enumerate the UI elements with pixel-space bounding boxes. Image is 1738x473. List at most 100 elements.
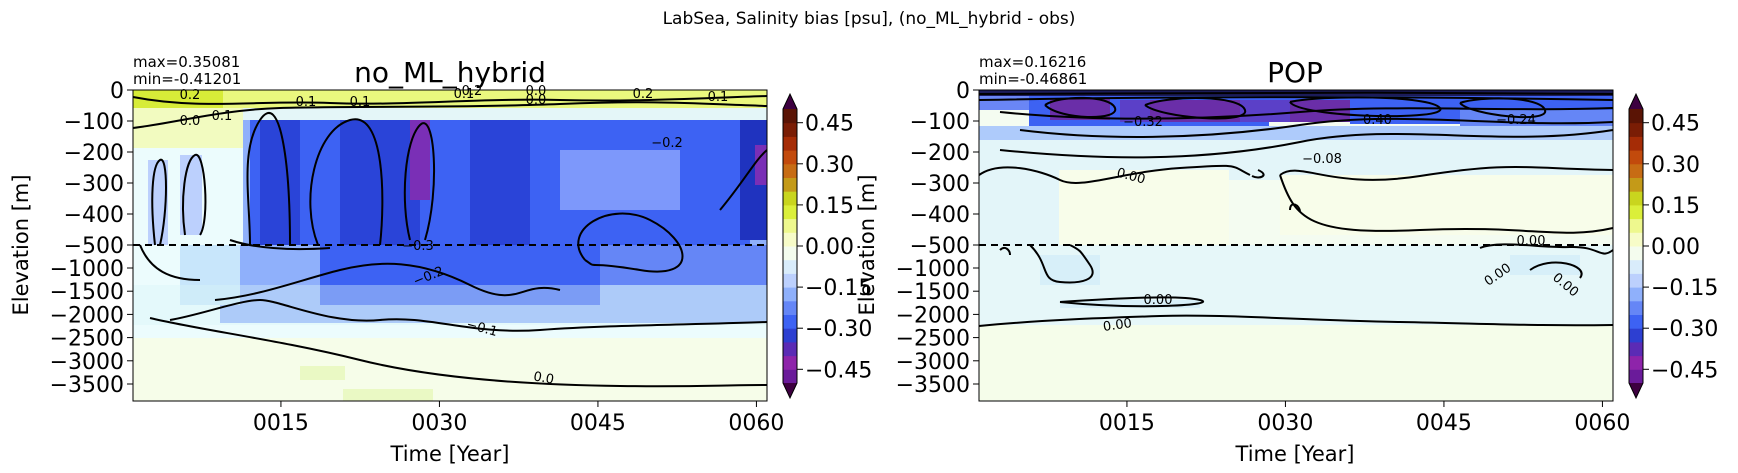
colorbar-tick-label: 0.00 xyxy=(805,235,854,260)
x-tick-label: 0015 xyxy=(1099,411,1155,436)
contour-label: −0.3 xyxy=(402,239,434,254)
contour-label: 0.0 xyxy=(532,369,555,387)
colorbar-segment xyxy=(783,259,797,274)
colorbar-segment xyxy=(783,218,797,233)
colorbar-segment xyxy=(1629,204,1643,220)
contour-label: 0.00 xyxy=(1115,166,1147,188)
contour-label: 0.1 xyxy=(708,90,729,105)
colorbar-segment xyxy=(783,163,797,178)
colorbar-segment xyxy=(783,341,797,357)
y-tick-label: −500 xyxy=(910,234,970,259)
colorbar-tick-label: 0.30 xyxy=(805,153,854,178)
x-tick-label: 0060 xyxy=(1574,411,1630,436)
contour-label: −0.08 xyxy=(1302,152,1342,167)
contour-label: 0.0 xyxy=(526,93,547,108)
colorbar-segment xyxy=(1629,177,1643,192)
x-tick-label: 0030 xyxy=(1257,411,1313,436)
contour-label: 0.1 xyxy=(296,95,317,110)
colorbar-tick-label: −0.45 xyxy=(1651,358,1718,383)
colorbar-segment xyxy=(783,122,797,137)
colorbar-segment xyxy=(1629,369,1643,384)
x-tick-label: 0045 xyxy=(570,411,626,436)
contour-label: 0.0 xyxy=(526,84,547,99)
contour-label: 0.0 xyxy=(180,114,201,129)
y-tick-label: −2500 xyxy=(50,327,124,352)
contour-label: 0.1 xyxy=(212,109,233,124)
contour-label: 0.2 xyxy=(462,84,483,99)
y-tick-label: 0 xyxy=(956,79,970,104)
contour-label: 0.00 xyxy=(1517,234,1546,249)
x-tick-label: 0015 xyxy=(253,411,309,436)
panel-title: no_ML_hybrid xyxy=(354,56,546,89)
colorbar-segment xyxy=(1629,246,1643,261)
colorbar-segment xyxy=(1629,232,1643,247)
y-tick-label: −2000 xyxy=(896,303,970,328)
y-tick-label: −3000 xyxy=(896,350,970,375)
colorbar-segment xyxy=(1629,273,1643,288)
x-tick-label: 0060 xyxy=(728,411,784,436)
y-tick-label: −100 xyxy=(64,110,124,135)
contour-label: −0.40 xyxy=(1352,113,1392,128)
y-tick-label: −1000 xyxy=(896,257,970,282)
panel-pop: max=0.16216 min=-0.46861 POP xyxy=(855,53,1644,466)
colorbar-tick-label: 0.15 xyxy=(805,194,854,219)
y-tick-label: 0 xyxy=(110,79,124,104)
colorbar-segment xyxy=(783,355,797,370)
contour-label: 0.1 xyxy=(350,95,371,110)
y-tick-label: −400 xyxy=(910,203,970,228)
contour-label: −0.2 xyxy=(651,136,683,151)
colorbar-tick-label: 0.15 xyxy=(1651,194,1700,219)
heatmap-field xyxy=(979,90,1613,401)
contour-label: 0.1 xyxy=(454,87,475,102)
colorbar-segment xyxy=(783,273,797,288)
contour-label: 0.00 xyxy=(1102,316,1133,335)
colorbar-tick-label: −0.15 xyxy=(805,276,872,301)
colorbar-segment xyxy=(1629,287,1643,302)
colorbar-segment xyxy=(1629,150,1643,165)
y-tick-label: −1500 xyxy=(50,280,124,305)
colorbar-tick-label: −0.45 xyxy=(805,358,872,383)
contour-label: 0.00 xyxy=(1144,293,1173,308)
y-tick-label: −200 xyxy=(910,141,970,166)
y-tick-label: −1000 xyxy=(50,257,124,282)
colorbar-tick-label: 0.00 xyxy=(1651,235,1700,260)
colorbar-segment xyxy=(783,369,797,384)
colorbar-tick-label: 0.45 xyxy=(1651,112,1700,137)
colorbar-segment xyxy=(783,328,797,343)
colorbar xyxy=(782,92,798,400)
panel-min-stat: min=-0.41201 xyxy=(133,70,241,88)
colorbar-segment xyxy=(783,287,797,302)
colorbar-segment xyxy=(1629,122,1643,137)
panel-max-stat: max=0.35081 xyxy=(133,53,240,71)
y-tick-label: −3500 xyxy=(50,373,124,398)
colorbar-segment xyxy=(1629,109,1643,124)
y-tick-label: −3000 xyxy=(50,350,124,375)
colorbar-segment xyxy=(783,150,797,165)
y-tick-label: −3500 xyxy=(896,373,970,398)
x-axis-label: Time [Year] xyxy=(390,442,510,466)
colorbar-segment xyxy=(783,314,797,329)
colorbar-tick-label: 0.30 xyxy=(1651,153,1700,178)
colorbar-tick-label: 0.45 xyxy=(805,112,854,137)
y-tick-label: −300 xyxy=(910,172,970,197)
y-tick-label: −200 xyxy=(64,141,124,166)
colorbar-segment xyxy=(783,191,797,206)
y-tick-label: −1500 xyxy=(896,280,970,305)
contour-label: 0.2 xyxy=(180,88,201,103)
colorbar-segment xyxy=(783,109,797,124)
colorbar-segment xyxy=(1629,136,1643,151)
colorbar-segment xyxy=(783,177,797,192)
colorbar-segment xyxy=(783,300,797,315)
colorbar-segment xyxy=(783,136,797,151)
colorbar-segment xyxy=(1629,355,1643,370)
colorbar-tick-label: −0.30 xyxy=(805,317,872,342)
colorbar-segment xyxy=(783,232,797,247)
contour-label: 0.2 xyxy=(633,87,654,102)
y-tick-label: −2500 xyxy=(896,327,970,352)
y-tick-label: −300 xyxy=(64,172,124,197)
panel-max-stat: max=0.16216 xyxy=(979,53,1086,71)
colorbar-segment xyxy=(1629,191,1643,206)
colorbar-segment xyxy=(783,204,797,220)
x-tick-label: 0045 xyxy=(1416,411,1472,436)
x-axis-label: Time [Year] xyxy=(1235,442,1355,466)
